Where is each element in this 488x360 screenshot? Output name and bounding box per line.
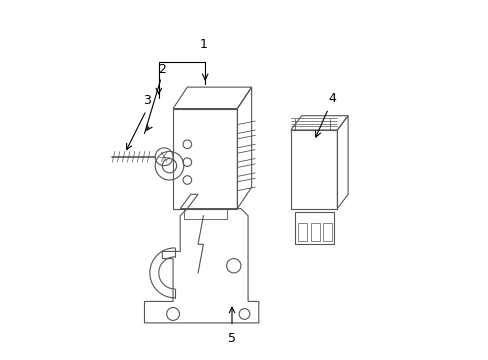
Bar <box>323 223 331 241</box>
Text: 3: 3 <box>143 94 151 107</box>
Text: 2: 2 <box>157 63 165 76</box>
Text: 4: 4 <box>327 92 335 105</box>
Text: 5: 5 <box>227 332 236 345</box>
Bar <box>298 223 306 241</box>
Text: 1: 1 <box>199 39 207 51</box>
Bar <box>310 223 319 241</box>
